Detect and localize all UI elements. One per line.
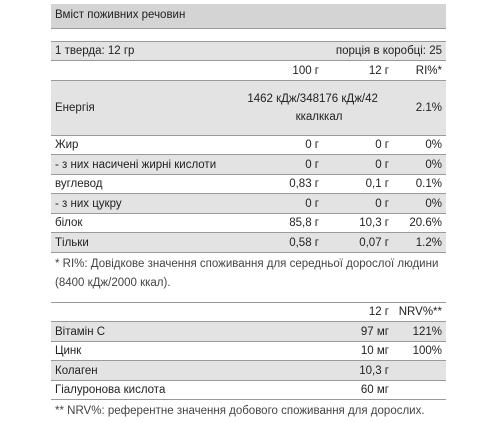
nutrition-table: Вміст поживних речовин 1 тверда: 12 гр п… — [51, 4, 446, 422]
nutrient-name: - з них насичені жирні кислоти — [55, 158, 217, 171]
table-row: Колаген 10,3 г — [51, 360, 446, 380]
spacer — [51, 29, 446, 41]
table-row: Гіалуронова кислота 60 мг — [51, 380, 446, 399]
nrv-footnote: ** NRV%: референтне значення добового сп… — [51, 399, 446, 422]
value-serving: 10,3 г — [359, 217, 389, 229]
col-header-serving: 12 г — [368, 64, 389, 77]
vitamin-value: 60 мг — [360, 384, 389, 396]
value-ri: 1.2% — [415, 236, 442, 249]
table-title: Вміст поживних речовин — [51, 4, 446, 29]
vitamin-value: 97 мг — [360, 325, 389, 338]
table-row: вуглевод 0,83 г 0,1 г 0.1% — [51, 174, 446, 193]
value-ri: 0% — [425, 197, 442, 210]
serving-size: 1 тверда: 12 гр — [55, 45, 135, 57]
vitamin-value: 10 мг — [360, 345, 389, 357]
value-100g: 1462 кДж/348 ккал — [247, 93, 319, 123]
serving-row: 1 тверда: 12 гр порція в коробці: 25 — [51, 41, 446, 60]
col-header-serving: 12 г — [368, 306, 389, 318]
table-row: - з них насичені жирні кислоти 0 г 0 г 0… — [51, 154, 446, 174]
vitamin-nrv: 100% — [412, 345, 442, 357]
table-row: Вітамін С 97 мг 121% — [51, 321, 446, 341]
vitamin-name: Цинк — [55, 345, 82, 357]
vitamin-value: 10,3 г — [359, 364, 389, 377]
value-ri: 2.1% — [415, 102, 442, 114]
table-row: білок 85,8 г 10,3 г 20.6% — [51, 213, 446, 232]
vitamins-header-row: 12 г NRV%** — [51, 302, 446, 321]
value-serving: 0,07 г — [359, 236, 389, 249]
vitamin-name: Колаген — [55, 364, 98, 377]
nutrient-name: Тільки — [55, 236, 89, 249]
table-row: Жир 0 г 0 г 0% — [51, 135, 446, 154]
value-100g: 0,83 г — [289, 178, 319, 190]
nutrient-name: білок — [55, 217, 83, 229]
value-100g: 85,8 г — [289, 217, 319, 229]
value-ri: 0% — [425, 139, 442, 151]
table-row: Енергія 1462 кДж/348 ккал 176 кДж/42 кка… — [51, 80, 446, 135]
value-serving: 176 кДж/42 ккал — [319, 93, 378, 123]
vitamin-name: Вітамін С — [55, 325, 106, 338]
vitamin-nrv — [389, 361, 442, 380]
column-header-row: 100 г 12 г RI%* — [51, 60, 446, 80]
value-serving: 0 г — [375, 139, 389, 151]
value-serving: 0 г — [375, 158, 389, 171]
value-ri: 0% — [425, 158, 442, 171]
value-100g: 0 г — [305, 158, 319, 171]
servings-per-box: порція в коробці: 25 — [335, 45, 442, 57]
table-row: - з них цукру 0 г 0 г 0% — [51, 193, 446, 213]
vitamin-nrv — [389, 381, 442, 399]
ri-footnote: * RI%: Довідкове значення споживання для… — [51, 252, 446, 297]
col-header-100g: 100 г — [292, 64, 319, 77]
table-row: Цинк 10 мг 100% — [51, 341, 446, 360]
nutrient-name: Жир — [55, 139, 79, 151]
col-header-ri: RI%* — [415, 64, 442, 77]
value-100g: 0 г — [305, 197, 319, 210]
vitamin-name: Гіалуронова кислота — [55, 384, 166, 396]
vitamin-nrv: 121% — [412, 325, 442, 338]
value-ri: 20.6% — [409, 217, 442, 229]
value-ri: 0.1% — [415, 178, 442, 190]
nutrient-name: вуглевод — [55, 178, 103, 190]
nutrient-name: Енергія — [55, 102, 95, 114]
value-100g: 0 г — [305, 139, 319, 151]
value-serving: 0 г — [375, 197, 389, 210]
value-serving: 0,1 г — [365, 178, 389, 190]
col-header-nrv: NRV%** — [398, 306, 442, 318]
table-row: Тільки 0,58 г 0,07 г 1.2% — [51, 232, 446, 252]
nutrient-name: - з них цукру — [55, 197, 122, 210]
value-100g: 0,58 г — [289, 236, 319, 249]
